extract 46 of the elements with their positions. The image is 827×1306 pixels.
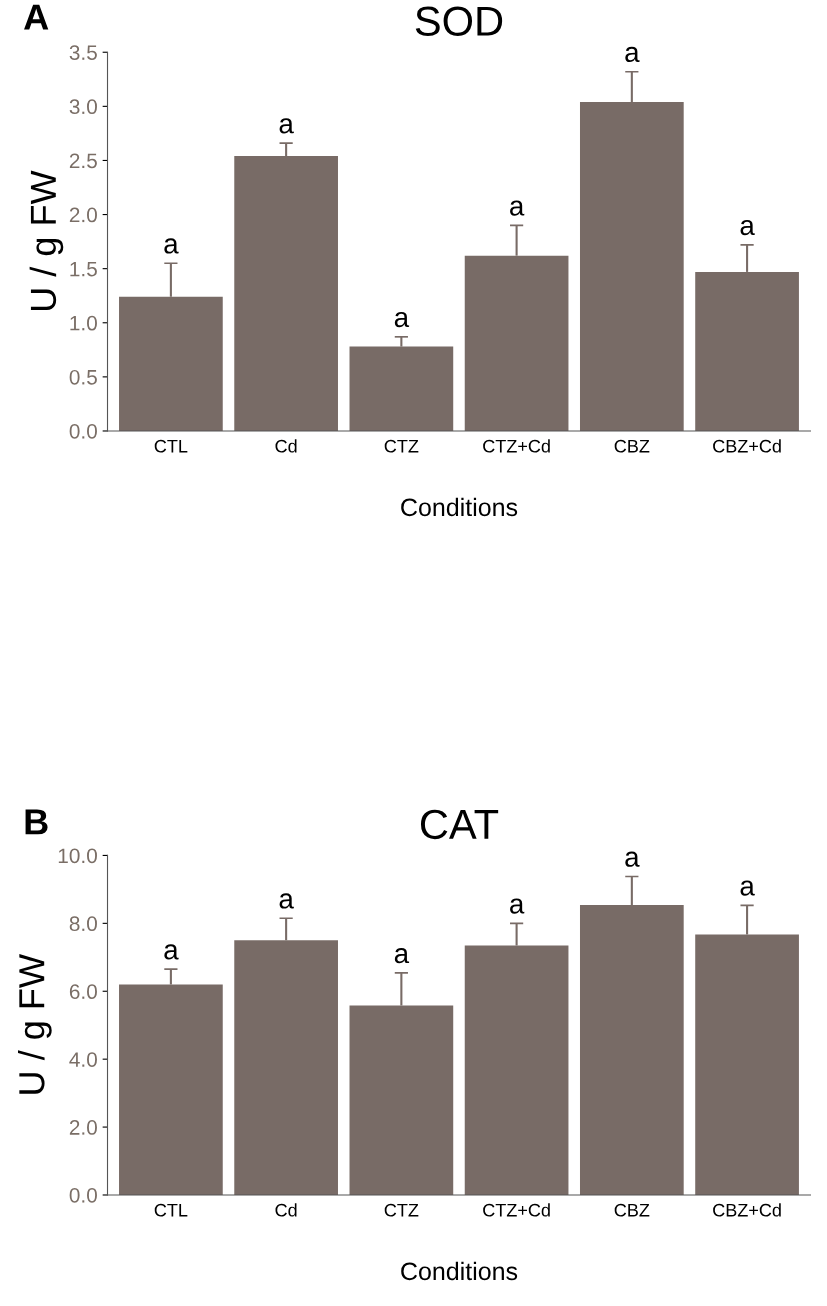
annotation: a [394, 311, 410, 328]
x-axis-title: Conditions [401, 1261, 518, 1281]
x-tick-label: CBZ+Cd [713, 1203, 781, 1217]
x-tick-label: CBZ [614, 439, 650, 453]
annotation: a [279, 893, 294, 909]
annotation: a [510, 898, 525, 914]
x-tick-label: CBZ [614, 1203, 650, 1217]
x-tick-label: CTZ+Cd [483, 1203, 550, 1217]
x-axis-title: Conditions [401, 497, 518, 517]
y-axis-title: U / g FW [29, 170, 64, 311]
x-tick-label: CTZ [384, 439, 419, 453]
text: A [24, 4, 49, 30]
y-tick-label: 3.5 [69, 45, 97, 60]
annotation: a [510, 200, 525, 216]
y-tick-label: 1.5 [70, 261, 97, 277]
y-tick-label: 2.5 [69, 153, 97, 169]
annotation: a [164, 238, 179, 254]
x-tick-label: CBZ+Cd [713, 439, 781, 453]
annotation: a [740, 219, 755, 236]
y-tick-label: 2.0 [69, 1120, 97, 1135]
y-axis-title: U / g FW [18, 954, 52, 1094]
y-tick-label: 0.0 [69, 423, 97, 439]
y-tick-label: 0.0 [69, 1187, 97, 1203]
x-tick-label: Cd [275, 439, 297, 453]
annotation: a [625, 46, 640, 63]
y-tick-label: 3.0 [69, 99, 97, 115]
y-tick-label: 10.0 [58, 848, 97, 864]
annotation: a [625, 851, 640, 867]
x-tick-label: Cd [275, 1203, 297, 1217]
x-tick-label: CTZ+Cd [483, 439, 550, 453]
annotation: a [740, 880, 755, 896]
text: B [25, 809, 48, 835]
annotation: a [394, 948, 410, 964]
y-tick-label: 8.0 [69, 916, 97, 932]
x-tick-label: CTZ [384, 1203, 419, 1217]
x-tick-label: CTL [154, 1203, 188, 1217]
y-tick-label: 0.5 [69, 369, 97, 385]
y-tick-label: 1.0 [70, 315, 97, 331]
chart-title: CAT [420, 809, 499, 840]
y-tick-label: 6.0 [69, 984, 97, 1000]
annotation: a [164, 944, 179, 960]
annotation: a [279, 118, 294, 134]
x-tick-label: CTL [154, 439, 188, 453]
y-tick-label: 2.0 [69, 207, 97, 223]
chart-title: SOD [415, 6, 503, 36]
y-tick-label: 4.0 [69, 1052, 97, 1067]
